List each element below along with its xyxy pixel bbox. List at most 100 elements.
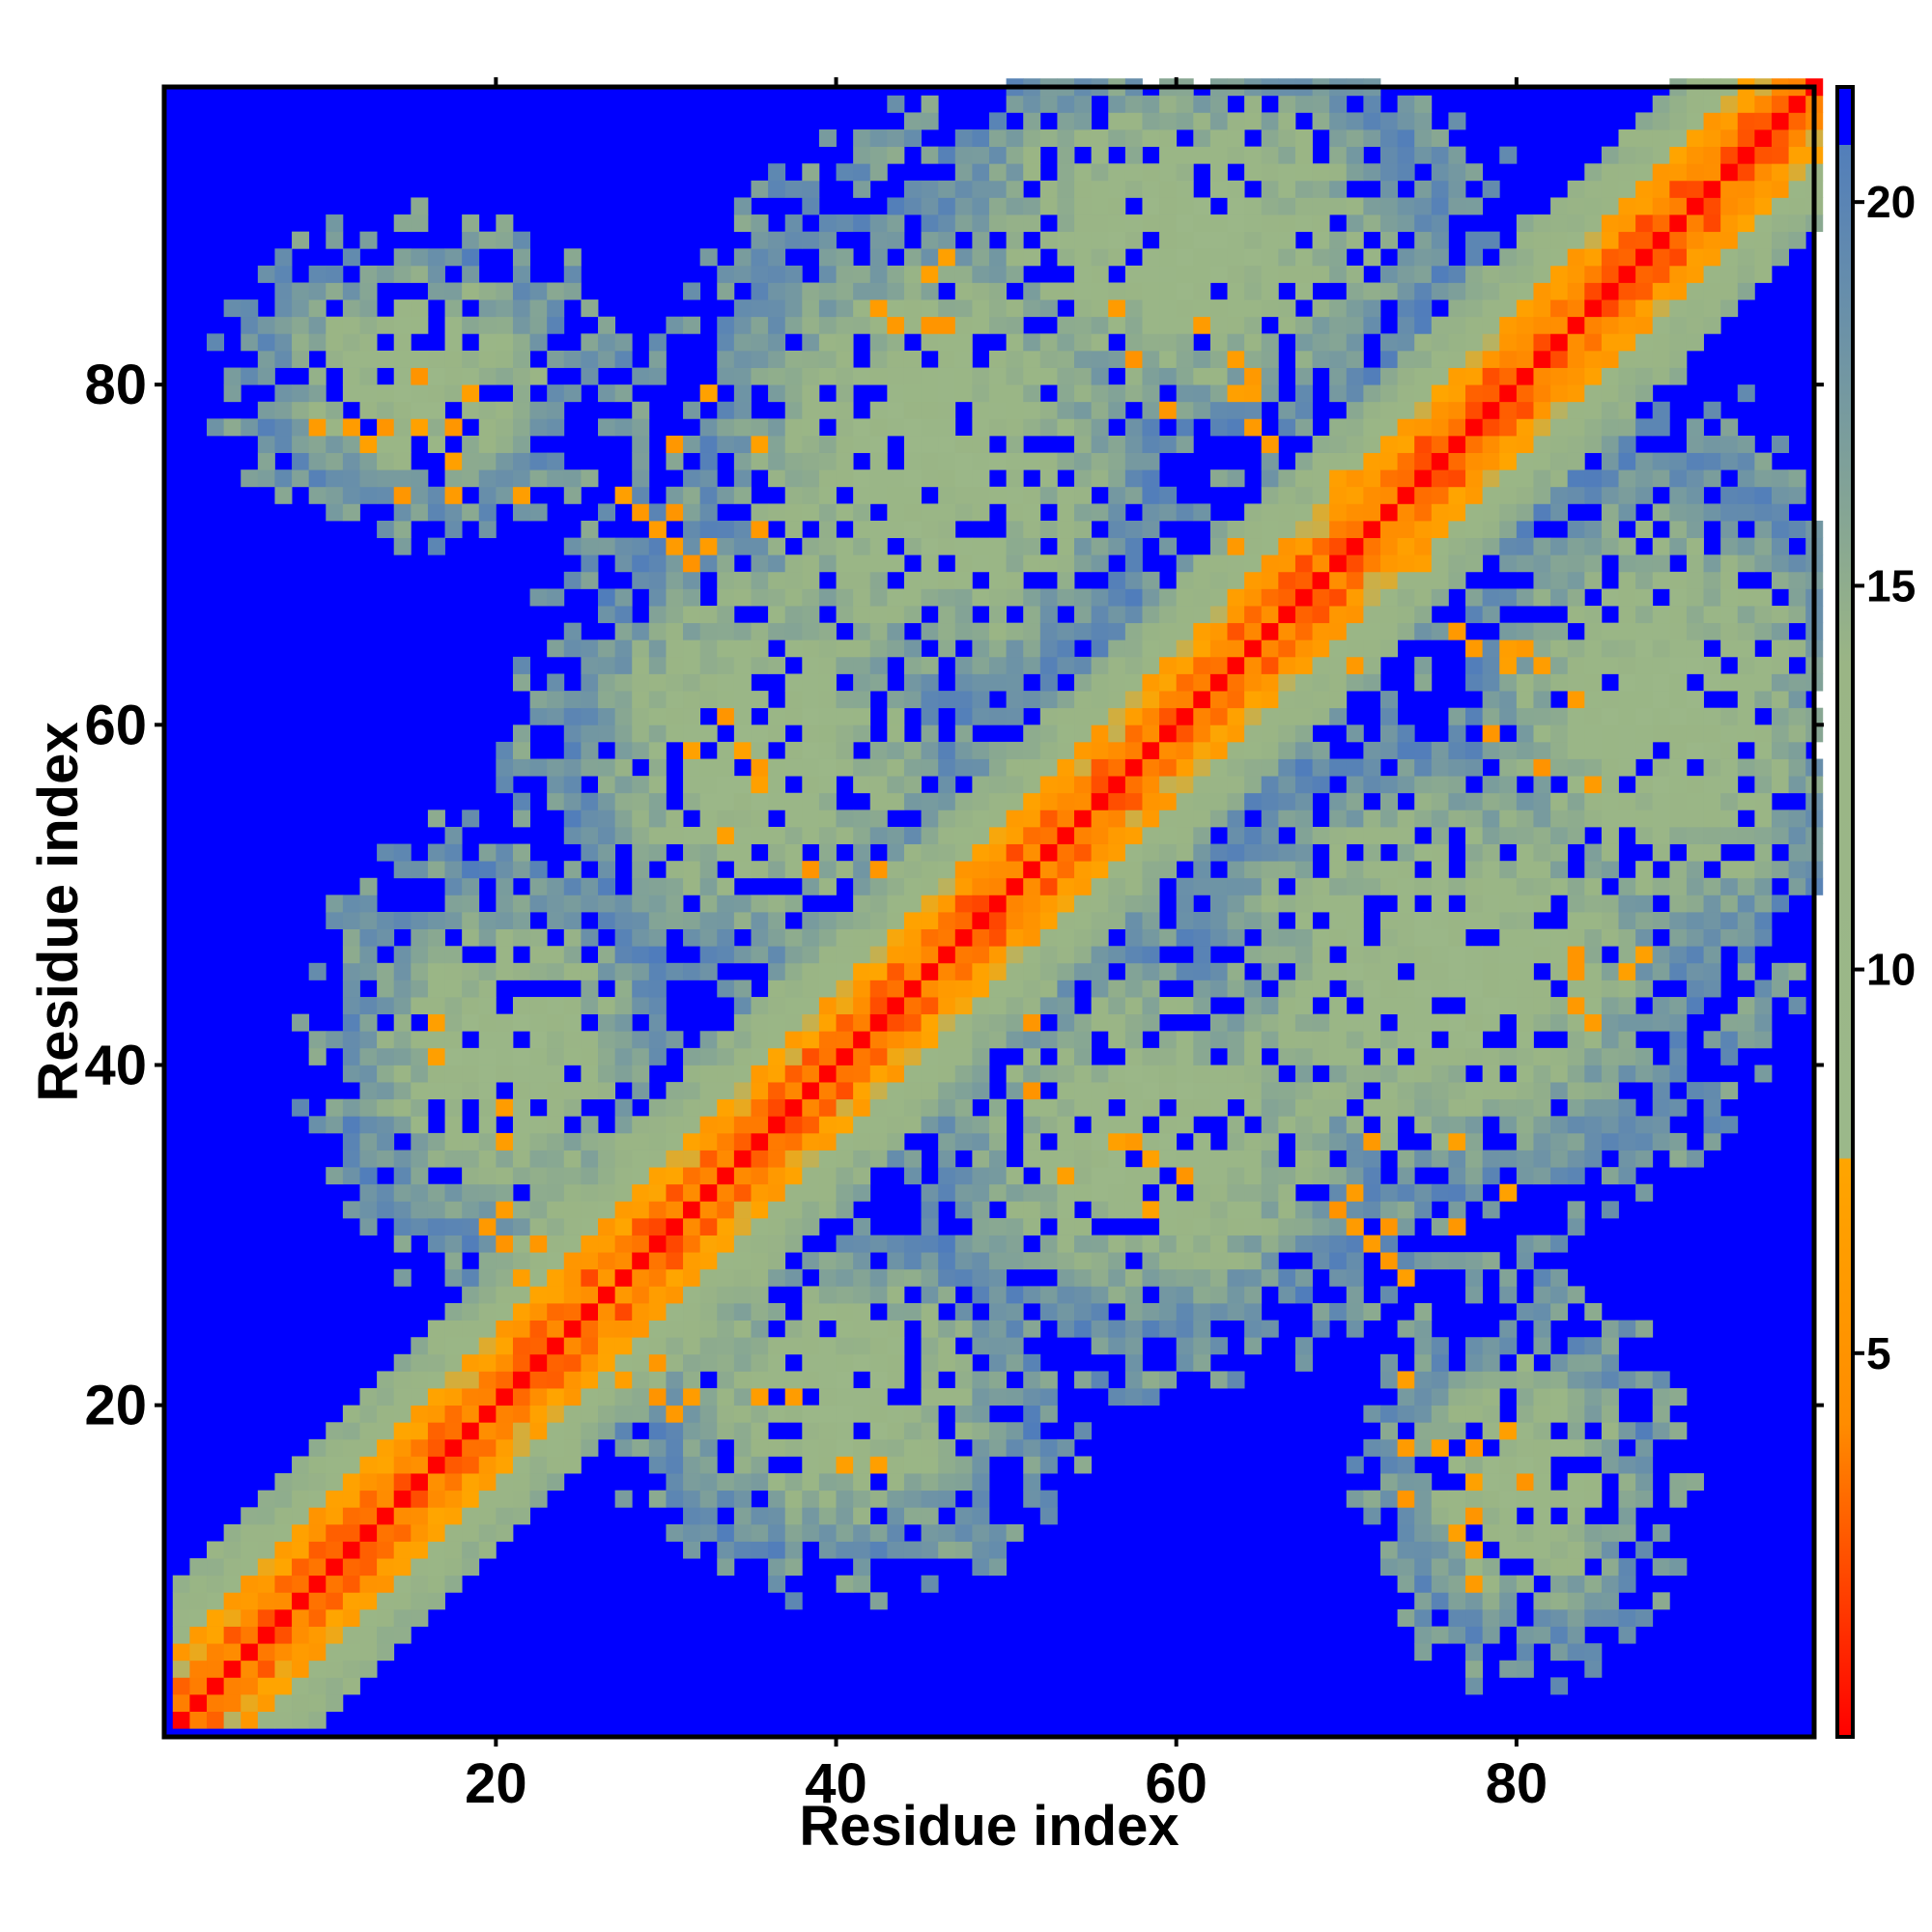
heatmap-cell (342, 912, 360, 930)
heatmap-cell (1431, 571, 1449, 589)
heatmap-cell (598, 1268, 616, 1287)
heatmap-cell (274, 299, 293, 318)
heatmap-cell (478, 1183, 497, 1202)
heatmap-cell (1379, 980, 1398, 998)
heatmap-cell (768, 1235, 786, 1253)
heatmap-cell (257, 452, 275, 470)
heatmap-cell (1108, 588, 1126, 607)
heatmap-cell (751, 521, 769, 539)
heatmap-cell (1209, 1013, 1228, 1032)
heatmap-cell (1601, 197, 1619, 215)
heatmap-cell (1244, 537, 1263, 555)
heatmap-cell (1346, 333, 1364, 352)
heatmap-cell (1601, 316, 1619, 334)
heatmap-cell (1244, 656, 1263, 674)
heatmap-cell (1278, 758, 1296, 777)
heatmap-cell (1124, 843, 1143, 862)
heatmap-cell (683, 1252, 701, 1270)
heatmap-cell (921, 146, 939, 164)
heatmap-cell (836, 1320, 854, 1338)
heatmap-cell (1244, 367, 1263, 385)
heatmap-cell (954, 1268, 973, 1287)
heatmap-cell (462, 1456, 480, 1474)
heatmap-cell (1261, 146, 1279, 164)
heatmap-cell (1209, 877, 1228, 895)
heatmap-cell (1379, 1065, 1398, 1083)
heatmap-cell (938, 1353, 956, 1372)
heatmap-cell (1363, 826, 1381, 844)
heatmap-cell (903, 1422, 922, 1440)
heatmap-cell (257, 1677, 275, 1695)
heatmap-cell (683, 1405, 701, 1423)
heatmap-cell (903, 758, 922, 777)
heatmap-cell (1091, 776, 1109, 794)
heatmap-cell (818, 1116, 837, 1134)
heatmap-cell (547, 350, 565, 368)
heatmap-cell (1601, 861, 1619, 879)
heatmap-cell (598, 997, 616, 1015)
heatmap-cell (733, 469, 752, 488)
heatmap-cell (342, 946, 360, 964)
heatmap-cell (1006, 486, 1024, 504)
heatmap-cell (1294, 503, 1313, 522)
heatmap-cell (853, 826, 871, 844)
heatmap-cell (1379, 384, 1398, 403)
heatmap-cell (1482, 1150, 1500, 1168)
heatmap-cell (1550, 333, 1569, 352)
heatmap-cell (1159, 776, 1178, 794)
heatmap-cell (853, 606, 871, 624)
heatmap-cell (1074, 554, 1093, 573)
heatmap-cell (1431, 622, 1449, 640)
heatmap-cell (1294, 1217, 1313, 1236)
heatmap-cell (1448, 384, 1466, 403)
heatmap-cell (581, 1047, 599, 1065)
heatmap-cell (1108, 1150, 1126, 1168)
heatmap-cell (869, 622, 888, 640)
heatmap-cell (1124, 1268, 1143, 1287)
heatmap-cell (1023, 537, 1041, 555)
heatmap-cell (1533, 1268, 1551, 1287)
heatmap-cell (938, 146, 956, 164)
heatmap-cell (1346, 606, 1364, 624)
heatmap-cell (1074, 384, 1093, 403)
heatmap-cell (1414, 1098, 1433, 1117)
heatmap-cell (1329, 1031, 1348, 1049)
heatmap-cell (1601, 469, 1619, 488)
heatmap-cell (427, 367, 445, 385)
heatmap-cell (1108, 384, 1126, 403)
heatmap-cell (683, 1217, 701, 1236)
heatmap-cell (1124, 1286, 1143, 1304)
heatmap-cell (411, 1473, 429, 1492)
heatmap-cell (563, 1422, 582, 1440)
heatmap-cell (733, 1473, 752, 1492)
heatmap-cell (802, 691, 820, 709)
heatmap-cell (326, 1626, 344, 1644)
heatmap-cell (1142, 639, 1160, 658)
heatmap-cell (393, 1405, 412, 1423)
heatmap-cell (1074, 1098, 1093, 1117)
heatmap-cell (989, 792, 1008, 810)
heatmap-cell (444, 1252, 463, 1270)
heatmap-cell (1142, 980, 1160, 998)
heatmap-cell (1431, 163, 1449, 182)
heatmap-cell (632, 1438, 650, 1457)
heatmap-cell (1584, 1575, 1603, 1593)
heatmap-cell (1278, 1217, 1296, 1236)
heatmap-cell (1465, 707, 1484, 725)
heatmap-cell (1124, 912, 1143, 930)
heatmap-cell (1431, 843, 1449, 862)
heatmap-cell (1244, 1268, 1263, 1287)
heatmap-cell (563, 776, 582, 794)
heatmap-cell (699, 435, 718, 453)
heatmap-cell (1294, 469, 1313, 488)
heatmap-cell (699, 1116, 718, 1134)
heatmap-cell (683, 1235, 701, 1253)
heatmap-cell (359, 231, 378, 249)
heatmap-cell (1261, 333, 1279, 352)
heatmap-cell (1057, 810, 1075, 828)
heatmap-cell (496, 1252, 514, 1270)
heatmap-cell (1006, 810, 1024, 828)
heatmap-cell (581, 758, 599, 777)
heatmap-cell (411, 248, 429, 267)
heatmap-cell (1363, 758, 1381, 777)
